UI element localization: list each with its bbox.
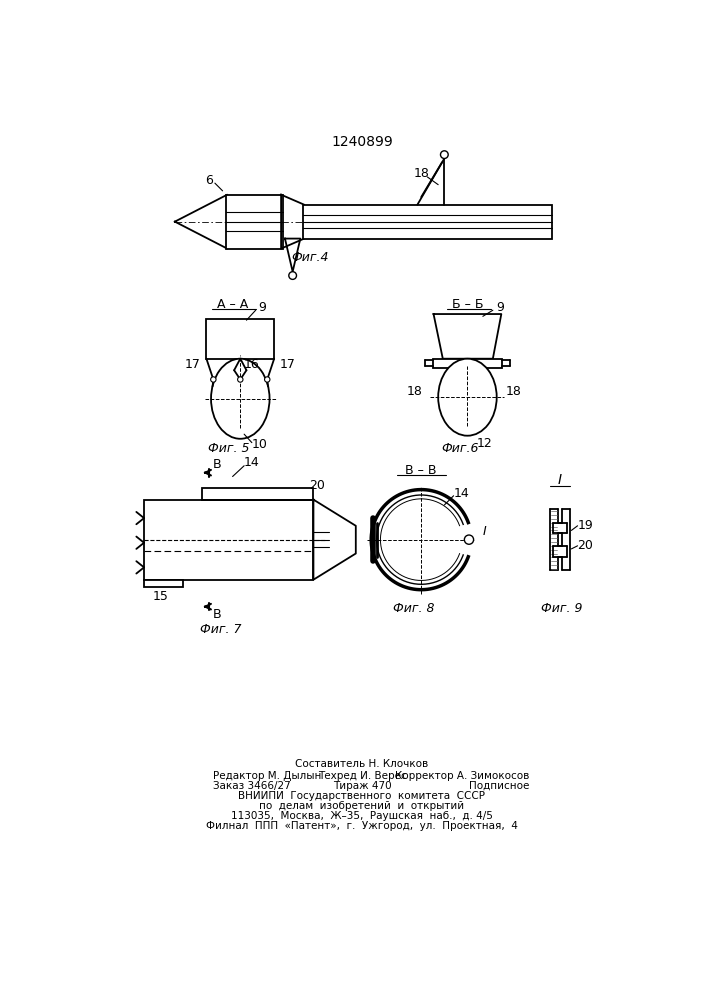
- Text: 113035,  Москва,  Ж–35,  Раушская  наб.,  д. 4/5: 113035, Москва, Ж–35, Раушская наб., д. …: [231, 811, 493, 821]
- Text: 16: 16: [243, 358, 259, 371]
- Polygon shape: [433, 314, 501, 359]
- Text: 14: 14: [244, 456, 259, 469]
- Text: 6: 6: [206, 174, 214, 187]
- Text: 19: 19: [578, 519, 593, 532]
- Text: 10: 10: [252, 438, 267, 451]
- Ellipse shape: [440, 151, 448, 158]
- Polygon shape: [285, 239, 300, 272]
- Text: Фиг. 9: Фиг. 9: [542, 602, 583, 615]
- Text: 17: 17: [185, 358, 201, 371]
- Text: В: В: [213, 458, 221, 471]
- Ellipse shape: [264, 377, 270, 382]
- Text: по  делам  изобретений  и  открытий: по делам изобретений и открытий: [259, 801, 464, 811]
- Text: Филнал  ППП  «Патент»,  г.  Ужгород,  ул.  Проектная,  4: Филнал ППП «Патент», г. Ужгород, ул. Про…: [206, 821, 518, 831]
- Text: 12: 12: [477, 437, 492, 450]
- Text: 18: 18: [414, 167, 429, 180]
- Text: В – В: В – В: [406, 464, 437, 477]
- Text: 18: 18: [506, 385, 522, 398]
- Bar: [144, 500, 313, 580]
- Ellipse shape: [464, 360, 471, 366]
- Text: Подписное: Подписное: [469, 781, 529, 791]
- Text: 9: 9: [496, 301, 503, 314]
- Text: 9: 9: [258, 301, 266, 314]
- Text: Составитель Н. Клочков: Составитель Н. Клочков: [296, 759, 428, 769]
- Text: Фиг.4: Фиг.4: [291, 251, 328, 264]
- Polygon shape: [281, 195, 304, 249]
- Text: I: I: [558, 473, 562, 487]
- Text: Тираж 470: Тираж 470: [332, 781, 391, 791]
- Text: ВНИИПИ  Государственного  комитета  СССР: ВНИИПИ Государственного комитета СССР: [238, 791, 486, 801]
- Bar: [201, 488, 313, 500]
- Text: Фиг.6: Фиг.6: [441, 442, 479, 455]
- Text: Техред И. Верес: Техред И. Верес: [317, 771, 407, 781]
- Text: 17: 17: [280, 358, 296, 371]
- Text: Редактор М. Дылын: Редактор М. Дылын: [214, 771, 322, 781]
- Text: 18: 18: [407, 385, 423, 398]
- Polygon shape: [175, 195, 227, 249]
- Text: А – А: А – А: [217, 298, 248, 311]
- Ellipse shape: [438, 359, 497, 436]
- Polygon shape: [313, 500, 356, 580]
- Text: I: I: [482, 525, 486, 538]
- Text: Фиг. 8: Фиг. 8: [393, 602, 434, 615]
- Text: Заказ 3466/27: Заказ 3466/27: [214, 781, 291, 791]
- Text: 15: 15: [153, 590, 169, 603]
- Text: Фиг. 7: Фиг. 7: [200, 623, 242, 636]
- Text: Б – Б: Б – Б: [452, 298, 483, 311]
- Ellipse shape: [288, 272, 296, 279]
- Ellipse shape: [211, 359, 269, 439]
- Text: Фиг. 5: Фиг. 5: [208, 442, 250, 455]
- Bar: [144, 580, 182, 587]
- Text: 14: 14: [453, 487, 469, 500]
- Text: 20: 20: [310, 479, 325, 492]
- Bar: [433, 359, 502, 368]
- Text: В: В: [213, 608, 221, 621]
- Text: 20: 20: [578, 539, 593, 552]
- Ellipse shape: [211, 377, 216, 382]
- Ellipse shape: [464, 535, 474, 544]
- Text: 1240899: 1240899: [331, 135, 393, 149]
- Bar: [226, 195, 283, 249]
- Bar: [303, 205, 552, 239]
- Text: Корректор А. Зимокосов: Корректор А. Зимокосов: [395, 771, 529, 781]
- Ellipse shape: [238, 377, 243, 382]
- Bar: [206, 319, 274, 359]
